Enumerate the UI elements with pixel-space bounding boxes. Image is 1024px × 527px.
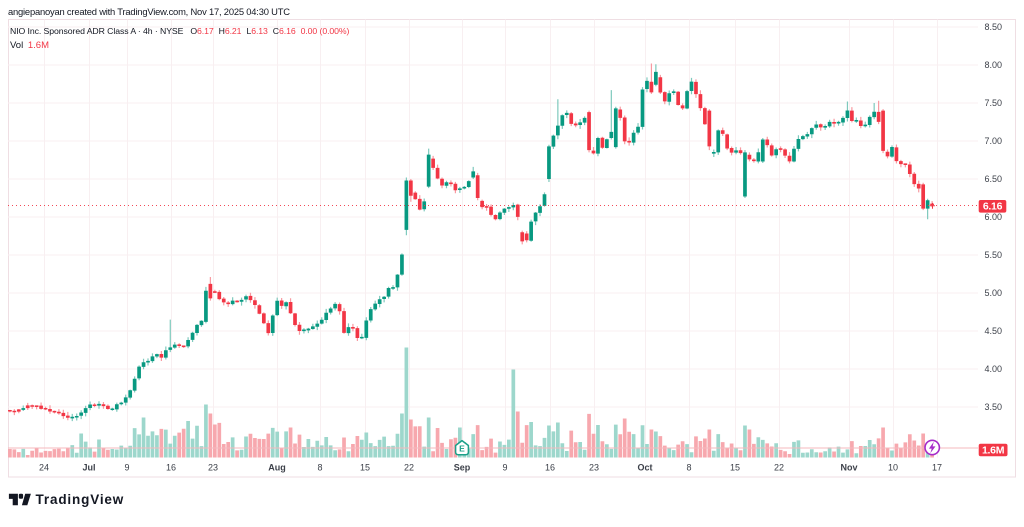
svg-text:4.00: 4.00 [984, 364, 1002, 374]
svg-text:15: 15 [730, 463, 740, 473]
svg-text:8: 8 [686, 463, 691, 473]
svg-text:angiepanoyan created with Trad: angiepanoyan created with TradingView.co… [8, 6, 290, 17]
svg-text:23: 23 [208, 463, 218, 473]
svg-text:22: 22 [774, 463, 784, 473]
svg-text:3.50: 3.50 [984, 402, 1002, 412]
svg-text:8.00: 8.00 [984, 60, 1002, 70]
svg-text:Nov: Nov [840, 463, 857, 473]
svg-text:9: 9 [502, 463, 507, 473]
svg-text:Aug: Aug [268, 463, 286, 473]
svg-text:24: 24 [39, 463, 49, 473]
svg-text:7.00: 7.00 [984, 136, 1002, 146]
svg-text:16: 16 [166, 463, 176, 473]
svg-text:7.50: 7.50 [984, 98, 1002, 108]
svg-text:8: 8 [317, 463, 322, 473]
svg-text:10: 10 [888, 463, 898, 473]
svg-text:Oct: Oct [637, 463, 652, 473]
svg-text:15: 15 [360, 463, 370, 473]
svg-text:6.50: 6.50 [984, 174, 1002, 184]
svg-text:4.50: 4.50 [984, 326, 1002, 336]
svg-text:16: 16 [545, 463, 555, 473]
svg-text:9: 9 [124, 463, 129, 473]
svg-text:Vol 1.6M: Vol 1.6M [10, 40, 49, 51]
svg-text:6.00: 6.00 [984, 212, 1002, 222]
svg-text:22: 22 [404, 463, 414, 473]
svg-text:5.50: 5.50 [984, 250, 1002, 260]
svg-text:E: E [459, 444, 465, 454]
svg-text:17: 17 [932, 463, 942, 473]
svg-text:6.16: 6.16 [983, 201, 1003, 213]
svg-text:8.50: 8.50 [984, 22, 1002, 32]
svg-text:Sep: Sep [454, 463, 471, 473]
svg-text:23: 23 [589, 463, 599, 473]
svg-text:Jul: Jul [82, 463, 95, 473]
svg-text:TradingView: TradingView [36, 492, 125, 507]
svg-text:5.00: 5.00 [984, 288, 1002, 298]
svg-text:1.6M: 1.6M [982, 444, 1005, 456]
svg-text:NIO Inc. Sponsored ADR Class A: NIO Inc. Sponsored ADR Class A · 4h · NY… [10, 26, 350, 36]
